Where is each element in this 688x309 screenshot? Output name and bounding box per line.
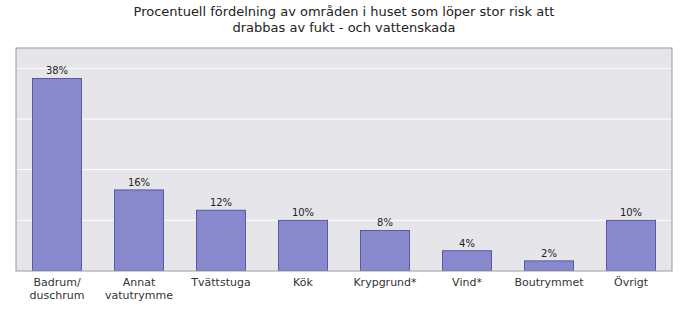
- x-tick-label: Kök: [293, 276, 313, 289]
- grid-line: [16, 169, 672, 170]
- title: Procentuell fördelning av områden i huse…: [134, 4, 555, 35]
- x-tick-label: Vind*: [452, 276, 482, 289]
- data-label: 12%: [210, 197, 232, 208]
- x-tick-label-line: Annat: [123, 276, 156, 289]
- x-tick-label-line: Krypgrund*: [353, 276, 417, 289]
- data-label: 16%: [128, 177, 150, 188]
- title-line: drabbas av fukt - och vattenskada: [233, 20, 456, 35]
- x-axis-labels: Badrum/duschrum Annatvatutrymme Tvättstuga…: [30, 276, 649, 302]
- data-label: 2%: [541, 248, 557, 259]
- bar: [360, 230, 409, 271]
- bar: [524, 261, 573, 271]
- x-tick-label: Övrigt: [614, 276, 649, 289]
- data-labels: 38% 16% 12% 10% 8% 4% 2% 10%: [46, 65, 642, 258]
- grid-line: [16, 118, 672, 119]
- x-tick-label-line: Badrum/: [33, 276, 80, 289]
- bars: [32, 78, 655, 271]
- bar: [196, 210, 245, 271]
- x-tick-label-line: Övrigt: [614, 276, 649, 289]
- data-label: 10%: [620, 207, 642, 218]
- x-tick-label: Annatvatutrymme: [105, 276, 173, 302]
- x-tick-label: Tvättstuga: [190, 276, 250, 289]
- bar: [278, 220, 327, 271]
- plot-background: [16, 48, 672, 271]
- bar: [442, 251, 491, 271]
- x-tick-label: Krypgrund*: [353, 276, 417, 289]
- grid: [16, 68, 672, 271]
- x-tick-label-line: Kök: [293, 276, 313, 289]
- title-line: Procentuell fördelning av områden i huse…: [134, 4, 555, 19]
- bar: [606, 220, 655, 271]
- grid-line: [16, 68, 672, 69]
- x-tick-label: Badrum/duschrum: [30, 276, 85, 302]
- x-tick-label: Boutrymmet: [514, 276, 584, 289]
- x-tick-label-line: Vind*: [452, 276, 482, 289]
- data-label: 38%: [46, 65, 68, 76]
- plot-frame: [16, 48, 672, 271]
- data-label: 4%: [459, 238, 475, 249]
- data-label: 8%: [377, 217, 393, 228]
- bar: [32, 78, 81, 271]
- x-tick-label-line: Tvättstuga: [190, 276, 250, 289]
- x-tick-label-line: Boutrymmet: [514, 276, 584, 289]
- chart-container: Procentuell fördelning av områden i huse…: [0, 0, 688, 309]
- chart-svg: Procentuell fördelning av områden i huse…: [0, 0, 688, 309]
- bar: [114, 190, 163, 271]
- x-tick-label-line: vatutrymme: [105, 289, 173, 302]
- data-label: 10%: [292, 207, 314, 218]
- x-tick-label-line: duschrum: [30, 289, 85, 302]
